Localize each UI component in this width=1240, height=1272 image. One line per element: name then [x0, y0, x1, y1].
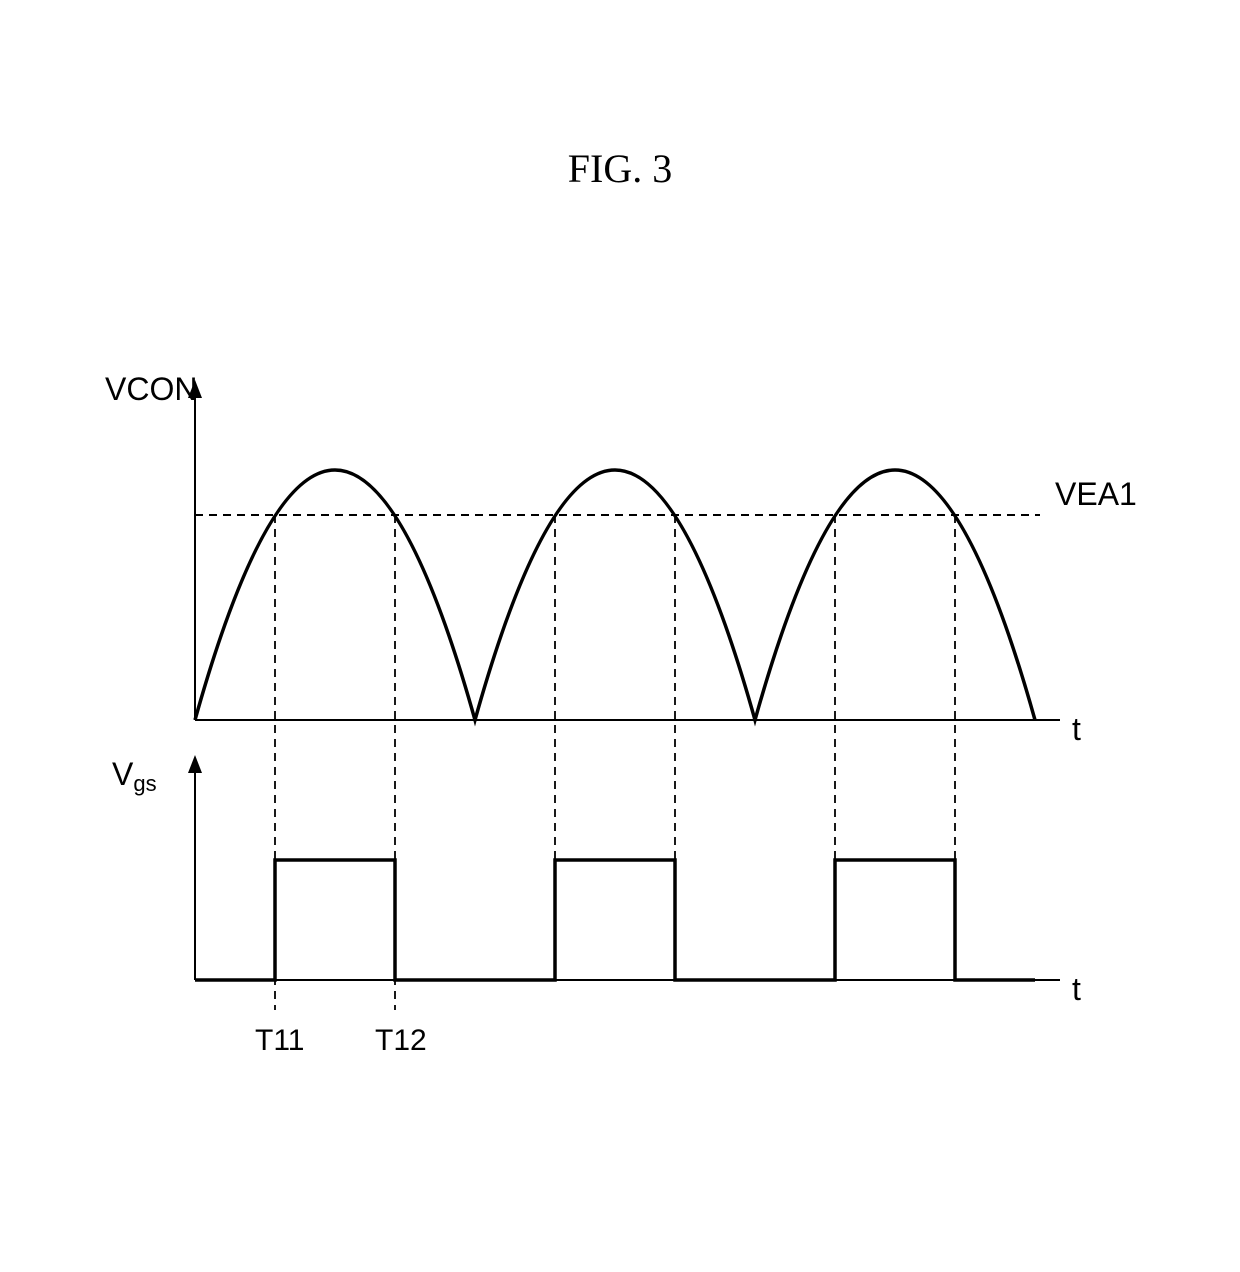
- vcon-label: VCON: [105, 371, 197, 407]
- vcon-waveform: [195, 470, 1035, 720]
- diagram-svg: VCON t VEA1 Vgs t: [100, 370, 1140, 1090]
- bottom-t-label: t: [1072, 971, 1081, 1007]
- timing-diagram: VCON t VEA1 Vgs t: [100, 370, 1140, 1090]
- t12-label: T12: [375, 1024, 427, 1057]
- t11-label: T11: [255, 1024, 304, 1057]
- top-t-label: t: [1072, 711, 1081, 747]
- top-y-axis: [188, 380, 202, 720]
- figure-title: FIG. 3: [568, 145, 672, 192]
- vea1-label: VEA1: [1055, 476, 1137, 512]
- vgs-label: Vgs: [112, 756, 157, 796]
- vgs-waveform: [195, 860, 1035, 980]
- bottom-y-axis: [188, 755, 202, 980]
